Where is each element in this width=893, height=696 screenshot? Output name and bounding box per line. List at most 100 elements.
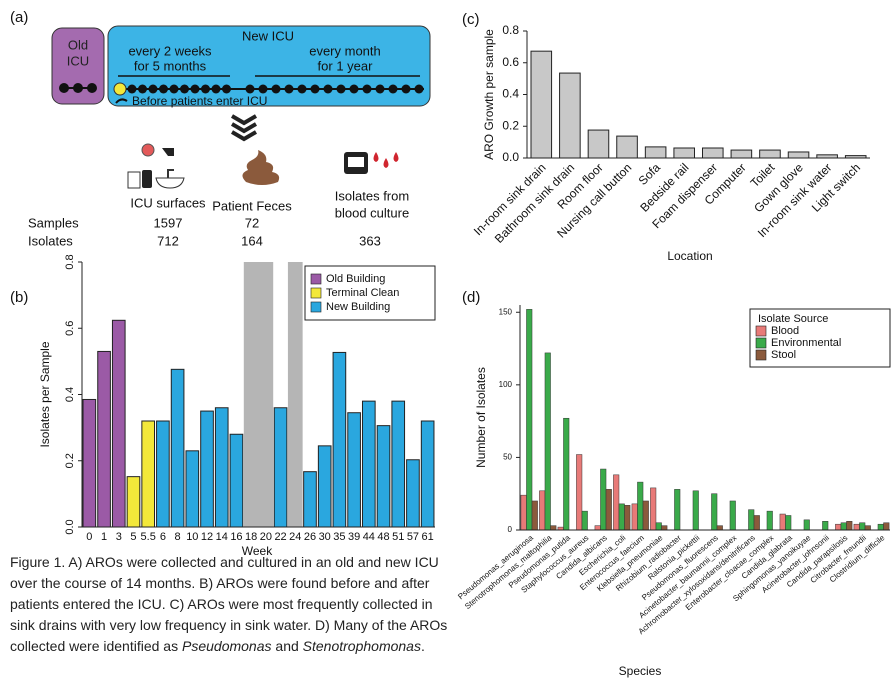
chart: (d)050100150Pseudomonas_aeruginosaStenot…: [456, 289, 890, 678]
bar: [157, 421, 170, 527]
panel-label: (b): [10, 289, 28, 306]
y-tick-label: 0.6: [502, 55, 519, 69]
timeline-dot: [337, 85, 346, 94]
bar: [377, 426, 390, 527]
bar: [600, 469, 606, 530]
bar: [780, 514, 786, 530]
legend-swatch: [756, 338, 766, 348]
bar: [576, 455, 582, 530]
legend-label: Stool: [771, 349, 796, 361]
timeline-dots: [128, 85, 424, 94]
timeline-dot: [415, 85, 424, 94]
before-note: Before patients enter ICU: [132, 94, 267, 108]
old-icu-label: Old: [68, 37, 88, 52]
bar: [392, 401, 405, 527]
row-label: Samples: [28, 215, 79, 230]
chart: (c)0.00.20.40.60.8In-room sink drainBath…: [462, 11, 870, 263]
x-tick-label: 10: [186, 531, 198, 543]
y-tick-label: 0.0: [502, 150, 519, 164]
bar: [730, 501, 736, 530]
x-tick-label: 14: [216, 531, 228, 543]
bar: [304, 472, 317, 527]
caption: Figure 1. A) AROs were collected and cul…: [10, 552, 450, 657]
x-tick-label: 57: [407, 531, 419, 543]
bar: [362, 401, 375, 527]
panel-a: (a) Old ICU New ICU every 2 weeks for 5 …: [10, 9, 430, 248]
x-tick-label: 48: [377, 531, 389, 543]
bar: [662, 526, 668, 530]
x-tick-label: 16: [230, 531, 242, 543]
bar: [760, 150, 781, 158]
x-tick-label: 35: [333, 531, 345, 543]
bar: [788, 152, 809, 158]
panel-label: (c): [462, 11, 480, 28]
bar: [186, 451, 199, 527]
y-tick-label: 0.2: [64, 453, 76, 468]
legend-swatch: [311, 302, 321, 312]
bar: [674, 148, 695, 158]
old-dot: [73, 83, 83, 93]
source-label: ICU surfaces: [130, 195, 206, 210]
bar: [112, 320, 125, 527]
bar: [318, 446, 331, 527]
bar: [785, 515, 791, 530]
timeline-dot: [201, 85, 210, 94]
bar: [625, 505, 631, 530]
timeline-dot: [170, 85, 179, 94]
page: (a) Old ICU New ICU every 2 weeks for 5 …: [0, 0, 893, 696]
caption-text: Stenotrophomonas: [303, 638, 421, 654]
bar: [637, 482, 643, 530]
timeline-dot: [272, 85, 281, 94]
chevrons: [232, 116, 256, 139]
bar: [348, 413, 361, 527]
x-axis-label: Location: [667, 249, 712, 263]
x-tick-label: 5: [130, 531, 136, 543]
legend-label: New Building: [326, 301, 390, 313]
y-axis-label: Number of Isolates: [474, 367, 488, 468]
timeline-dot: [149, 85, 158, 94]
bar: [407, 460, 420, 527]
schedule: for 1 year: [318, 58, 374, 73]
bar: [421, 421, 434, 527]
bar: [551, 526, 557, 530]
timeline-dot: [285, 85, 294, 94]
bar: [613, 475, 619, 530]
x-tick-label: 61: [422, 531, 434, 543]
bar: [822, 521, 828, 530]
y-axis-label: Isolates per Sample: [38, 341, 52, 447]
count: 1597: [154, 215, 183, 230]
schedule: for 5 months: [134, 58, 207, 73]
bar: [748, 510, 754, 530]
schedule: every 2 weeks: [128, 43, 212, 58]
row-label: Isolates: [28, 233, 73, 248]
timeline-dot: [159, 85, 168, 94]
caption-text: Pseudomonas: [182, 638, 272, 654]
x-tick-label: 20: [260, 531, 272, 543]
timeline-dot: [363, 85, 372, 94]
y-tick-label: 0.8: [64, 254, 76, 269]
panel-label: (a): [10, 9, 28, 26]
bar: [201, 411, 214, 527]
caption-text: .: [421, 638, 425, 654]
bar: [632, 504, 638, 530]
x-axis-label: Species: [619, 664, 662, 678]
bar: [656, 523, 662, 530]
bar: [545, 353, 551, 530]
timeline-dot: [311, 85, 320, 94]
bar: [847, 521, 853, 530]
bar: [582, 511, 588, 530]
old-dot: [59, 83, 69, 93]
panel-label: (d): [462, 289, 480, 306]
bar: [617, 136, 638, 158]
bar: [83, 399, 96, 527]
x-tick-label: 44: [363, 531, 375, 543]
bar: [606, 489, 612, 530]
timeline-dot: [298, 85, 307, 94]
y-tick-label: 0.6: [64, 321, 76, 336]
count: 363: [359, 233, 381, 248]
bar: [595, 526, 601, 530]
bar: [703, 148, 724, 158]
bar: [859, 523, 865, 530]
legend-swatch: [311, 274, 321, 284]
timeline-dot: [180, 85, 189, 94]
